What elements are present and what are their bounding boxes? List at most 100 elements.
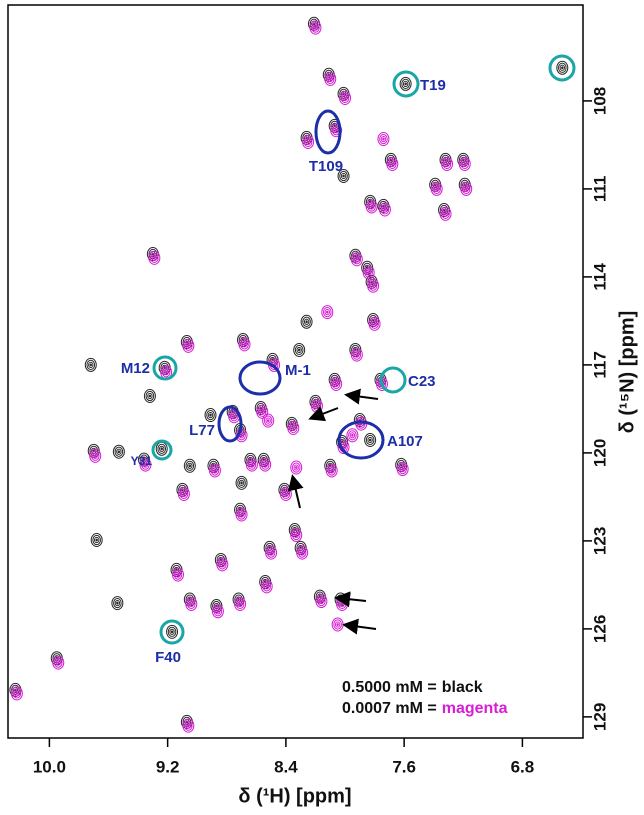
peak <box>112 444 125 459</box>
contour-core <box>343 96 347 100</box>
contour-core <box>292 426 295 430</box>
contour-core <box>266 419 270 423</box>
contour <box>463 185 469 193</box>
annotation-labels: T19 T109 M12 Y31 C23 M-1 L77 A107 F40 <box>121 77 446 666</box>
peak <box>287 420 300 435</box>
highlight-circle <box>392 70 420 98</box>
legend-color-name: black <box>442 679 483 696</box>
contour <box>263 415 273 426</box>
contour <box>116 448 122 455</box>
contour-core <box>401 467 404 471</box>
contour <box>185 596 198 611</box>
contour <box>302 316 311 327</box>
peak <box>399 76 412 91</box>
y-tick-label: 108 <box>590 87 609 115</box>
contour <box>238 334 248 346</box>
contour <box>334 621 341 628</box>
contour-core <box>240 481 243 485</box>
contour <box>52 655 65 670</box>
contour <box>181 490 187 498</box>
contour <box>262 581 271 592</box>
contour <box>229 411 239 422</box>
contour <box>268 549 274 556</box>
peak <box>262 413 275 428</box>
contour <box>367 436 373 444</box>
contour <box>9 682 22 697</box>
peak <box>302 134 315 149</box>
arrow <box>287 474 304 509</box>
contour <box>139 457 152 472</box>
contour <box>322 307 332 318</box>
contour-core <box>383 208 387 211</box>
y-tick-label: 111 <box>590 176 609 203</box>
peak <box>290 528 303 543</box>
x-tick-label: 7.6 <box>392 757 416 776</box>
contour <box>237 509 246 520</box>
contour <box>296 545 309 560</box>
contour <box>287 420 300 435</box>
contour-core <box>340 602 344 606</box>
contour <box>216 554 226 566</box>
contour-core <box>404 82 407 86</box>
contour <box>147 392 153 400</box>
peak <box>139 457 152 472</box>
contour <box>333 380 339 388</box>
contour <box>290 528 303 543</box>
contour-core <box>371 284 375 288</box>
contour <box>14 690 20 697</box>
contour-core <box>373 322 376 326</box>
peak <box>111 596 124 611</box>
contour-core <box>306 140 310 144</box>
peak <box>166 624 179 639</box>
contour <box>340 172 347 180</box>
contour-core <box>561 66 564 70</box>
contour <box>299 549 305 556</box>
peak <box>324 71 337 86</box>
contour <box>300 314 313 329</box>
peaks <box>9 16 569 733</box>
contour-core <box>444 212 447 216</box>
contour <box>231 413 237 420</box>
contour-core <box>320 599 323 603</box>
contour <box>177 486 190 501</box>
contour-core <box>297 348 301 352</box>
contour <box>249 461 255 468</box>
peak <box>143 388 156 403</box>
contour <box>399 76 412 91</box>
contour-core <box>329 77 332 81</box>
contour <box>559 64 566 71</box>
contour-core <box>265 584 268 588</box>
peak <box>339 90 352 105</box>
contour <box>293 342 306 357</box>
contour <box>352 349 362 360</box>
contour <box>352 254 362 265</box>
contour <box>293 531 299 539</box>
peak <box>346 428 359 443</box>
peak <box>235 507 248 522</box>
contour <box>362 262 372 273</box>
contour <box>324 71 337 86</box>
contour <box>184 340 193 351</box>
contour <box>380 204 390 215</box>
x-tick-label: 10.0 <box>33 757 66 776</box>
y-tick-label: 120 <box>590 439 609 467</box>
peak <box>441 156 454 171</box>
peak <box>377 132 390 147</box>
contour <box>207 411 214 419</box>
highlight-ellipse <box>238 360 282 396</box>
contour <box>245 457 258 472</box>
contour <box>237 600 243 608</box>
contour <box>183 458 196 473</box>
contour-core <box>284 492 288 496</box>
legend: 0.5000 mM = black 0.0007 mM = magenta <box>342 679 508 717</box>
contour <box>293 464 299 471</box>
peak <box>171 567 184 582</box>
contour-core <box>391 162 394 166</box>
contour <box>337 440 350 455</box>
peak <box>90 533 103 548</box>
highlight-circle <box>152 355 178 381</box>
annotation-label: A107 <box>387 433 423 450</box>
contour <box>318 597 325 605</box>
contour <box>157 443 167 454</box>
